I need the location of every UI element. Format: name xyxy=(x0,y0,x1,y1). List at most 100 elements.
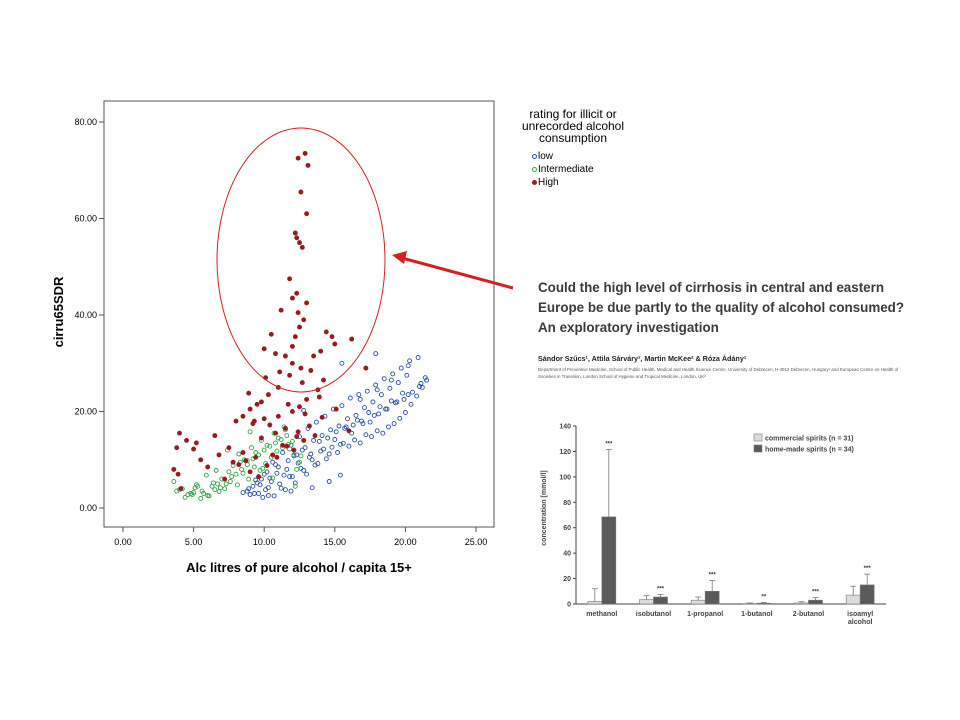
point-intermediate xyxy=(229,474,235,480)
point-intermediate xyxy=(189,492,195,497)
point-low xyxy=(325,435,331,441)
point-high xyxy=(292,334,298,340)
legend-label-low: low xyxy=(538,151,554,162)
point-high xyxy=(193,440,199,446)
point-low xyxy=(299,447,305,453)
point-low xyxy=(264,469,270,475)
point-low xyxy=(398,365,404,371)
bar-y-tick-label: 100 xyxy=(559,474,571,481)
point-low xyxy=(400,390,406,396)
point-high xyxy=(363,365,369,371)
point-high xyxy=(295,310,301,316)
point-intermediate xyxy=(236,451,242,457)
point-high xyxy=(274,454,280,460)
paper-excerpt: Could the high level of cirrhosis in cen… xyxy=(538,278,918,380)
point-low xyxy=(335,450,341,455)
significance-label: *** xyxy=(709,572,717,578)
point-high xyxy=(318,348,324,354)
point-high xyxy=(254,401,260,407)
point-low xyxy=(332,437,338,442)
point-high xyxy=(295,429,301,435)
point-intermediate xyxy=(294,466,300,472)
point-high xyxy=(264,463,270,468)
point-high xyxy=(282,425,288,431)
annotation-ellipse xyxy=(216,127,386,393)
point-high xyxy=(299,380,305,386)
point-low xyxy=(347,395,353,401)
point-high xyxy=(302,150,308,156)
point-low xyxy=(329,444,335,450)
point-high xyxy=(198,457,204,463)
point-high xyxy=(323,329,329,335)
point-high xyxy=(298,365,304,371)
point-intermediate xyxy=(291,452,297,458)
point-high xyxy=(275,413,281,419)
point-high xyxy=(298,189,304,195)
point-low xyxy=(390,371,396,377)
point-low xyxy=(345,416,350,422)
point-low xyxy=(339,403,345,409)
point-low xyxy=(265,485,271,491)
point-low xyxy=(405,363,411,369)
point-high xyxy=(301,437,307,443)
point-high xyxy=(265,392,271,398)
point-low xyxy=(240,490,246,496)
point-high xyxy=(233,418,239,424)
point-low xyxy=(274,470,280,476)
point-low xyxy=(373,351,379,357)
point-intermediate xyxy=(298,453,304,459)
point-low xyxy=(282,487,288,493)
y-tick-label: 60.00 xyxy=(74,214,97,224)
point-high xyxy=(226,445,232,451)
bar-y-tick-label: 20 xyxy=(563,576,571,583)
point-high xyxy=(306,423,312,429)
point-intermediate xyxy=(253,450,259,455)
bar-legend-swatch xyxy=(753,444,763,453)
point-low xyxy=(376,411,382,417)
point-high xyxy=(267,422,273,428)
point-high xyxy=(268,331,274,337)
bar-homemade xyxy=(859,584,875,605)
x-tick-label: 20.00 xyxy=(394,537,417,547)
point-intermediate xyxy=(267,443,273,449)
point-low xyxy=(394,399,400,405)
point-low xyxy=(381,376,387,382)
y-tick-label: 40.00 xyxy=(74,310,97,320)
point-low xyxy=(260,494,266,500)
point-low xyxy=(374,387,380,393)
bar-commercial xyxy=(742,603,758,605)
point-high xyxy=(177,430,182,436)
point-high xyxy=(304,211,310,217)
point-high xyxy=(191,446,197,452)
point-low xyxy=(285,458,291,464)
point-low xyxy=(417,383,422,389)
annotation-arrow-line xyxy=(401,256,514,290)
point-high xyxy=(289,295,295,301)
point-intermediate xyxy=(205,493,211,498)
legend-label-intermediate: Intermediate xyxy=(538,164,594,175)
y-axis-label: cirru65SDR xyxy=(51,276,66,347)
bar-y-tick-label: 140 xyxy=(559,424,571,431)
point-low xyxy=(366,410,372,415)
point-high xyxy=(256,474,262,480)
bar-y-tick-label: 80 xyxy=(563,500,571,507)
point-low xyxy=(337,472,343,478)
point-low xyxy=(315,461,321,467)
point-low xyxy=(364,388,370,394)
point-low xyxy=(267,475,273,481)
point-low xyxy=(378,392,384,398)
point-low xyxy=(380,430,386,436)
point-high xyxy=(230,459,236,465)
point-high xyxy=(305,162,311,168)
point-low xyxy=(407,358,413,364)
point-low xyxy=(340,440,346,446)
point-low xyxy=(336,423,342,429)
point-low xyxy=(362,405,367,411)
point-low xyxy=(280,450,286,455)
point-high xyxy=(251,418,257,424)
point-low xyxy=(422,375,428,381)
point-high xyxy=(346,428,352,434)
point-low xyxy=(369,434,374,440)
point-low xyxy=(408,401,414,407)
point-low xyxy=(319,433,325,439)
